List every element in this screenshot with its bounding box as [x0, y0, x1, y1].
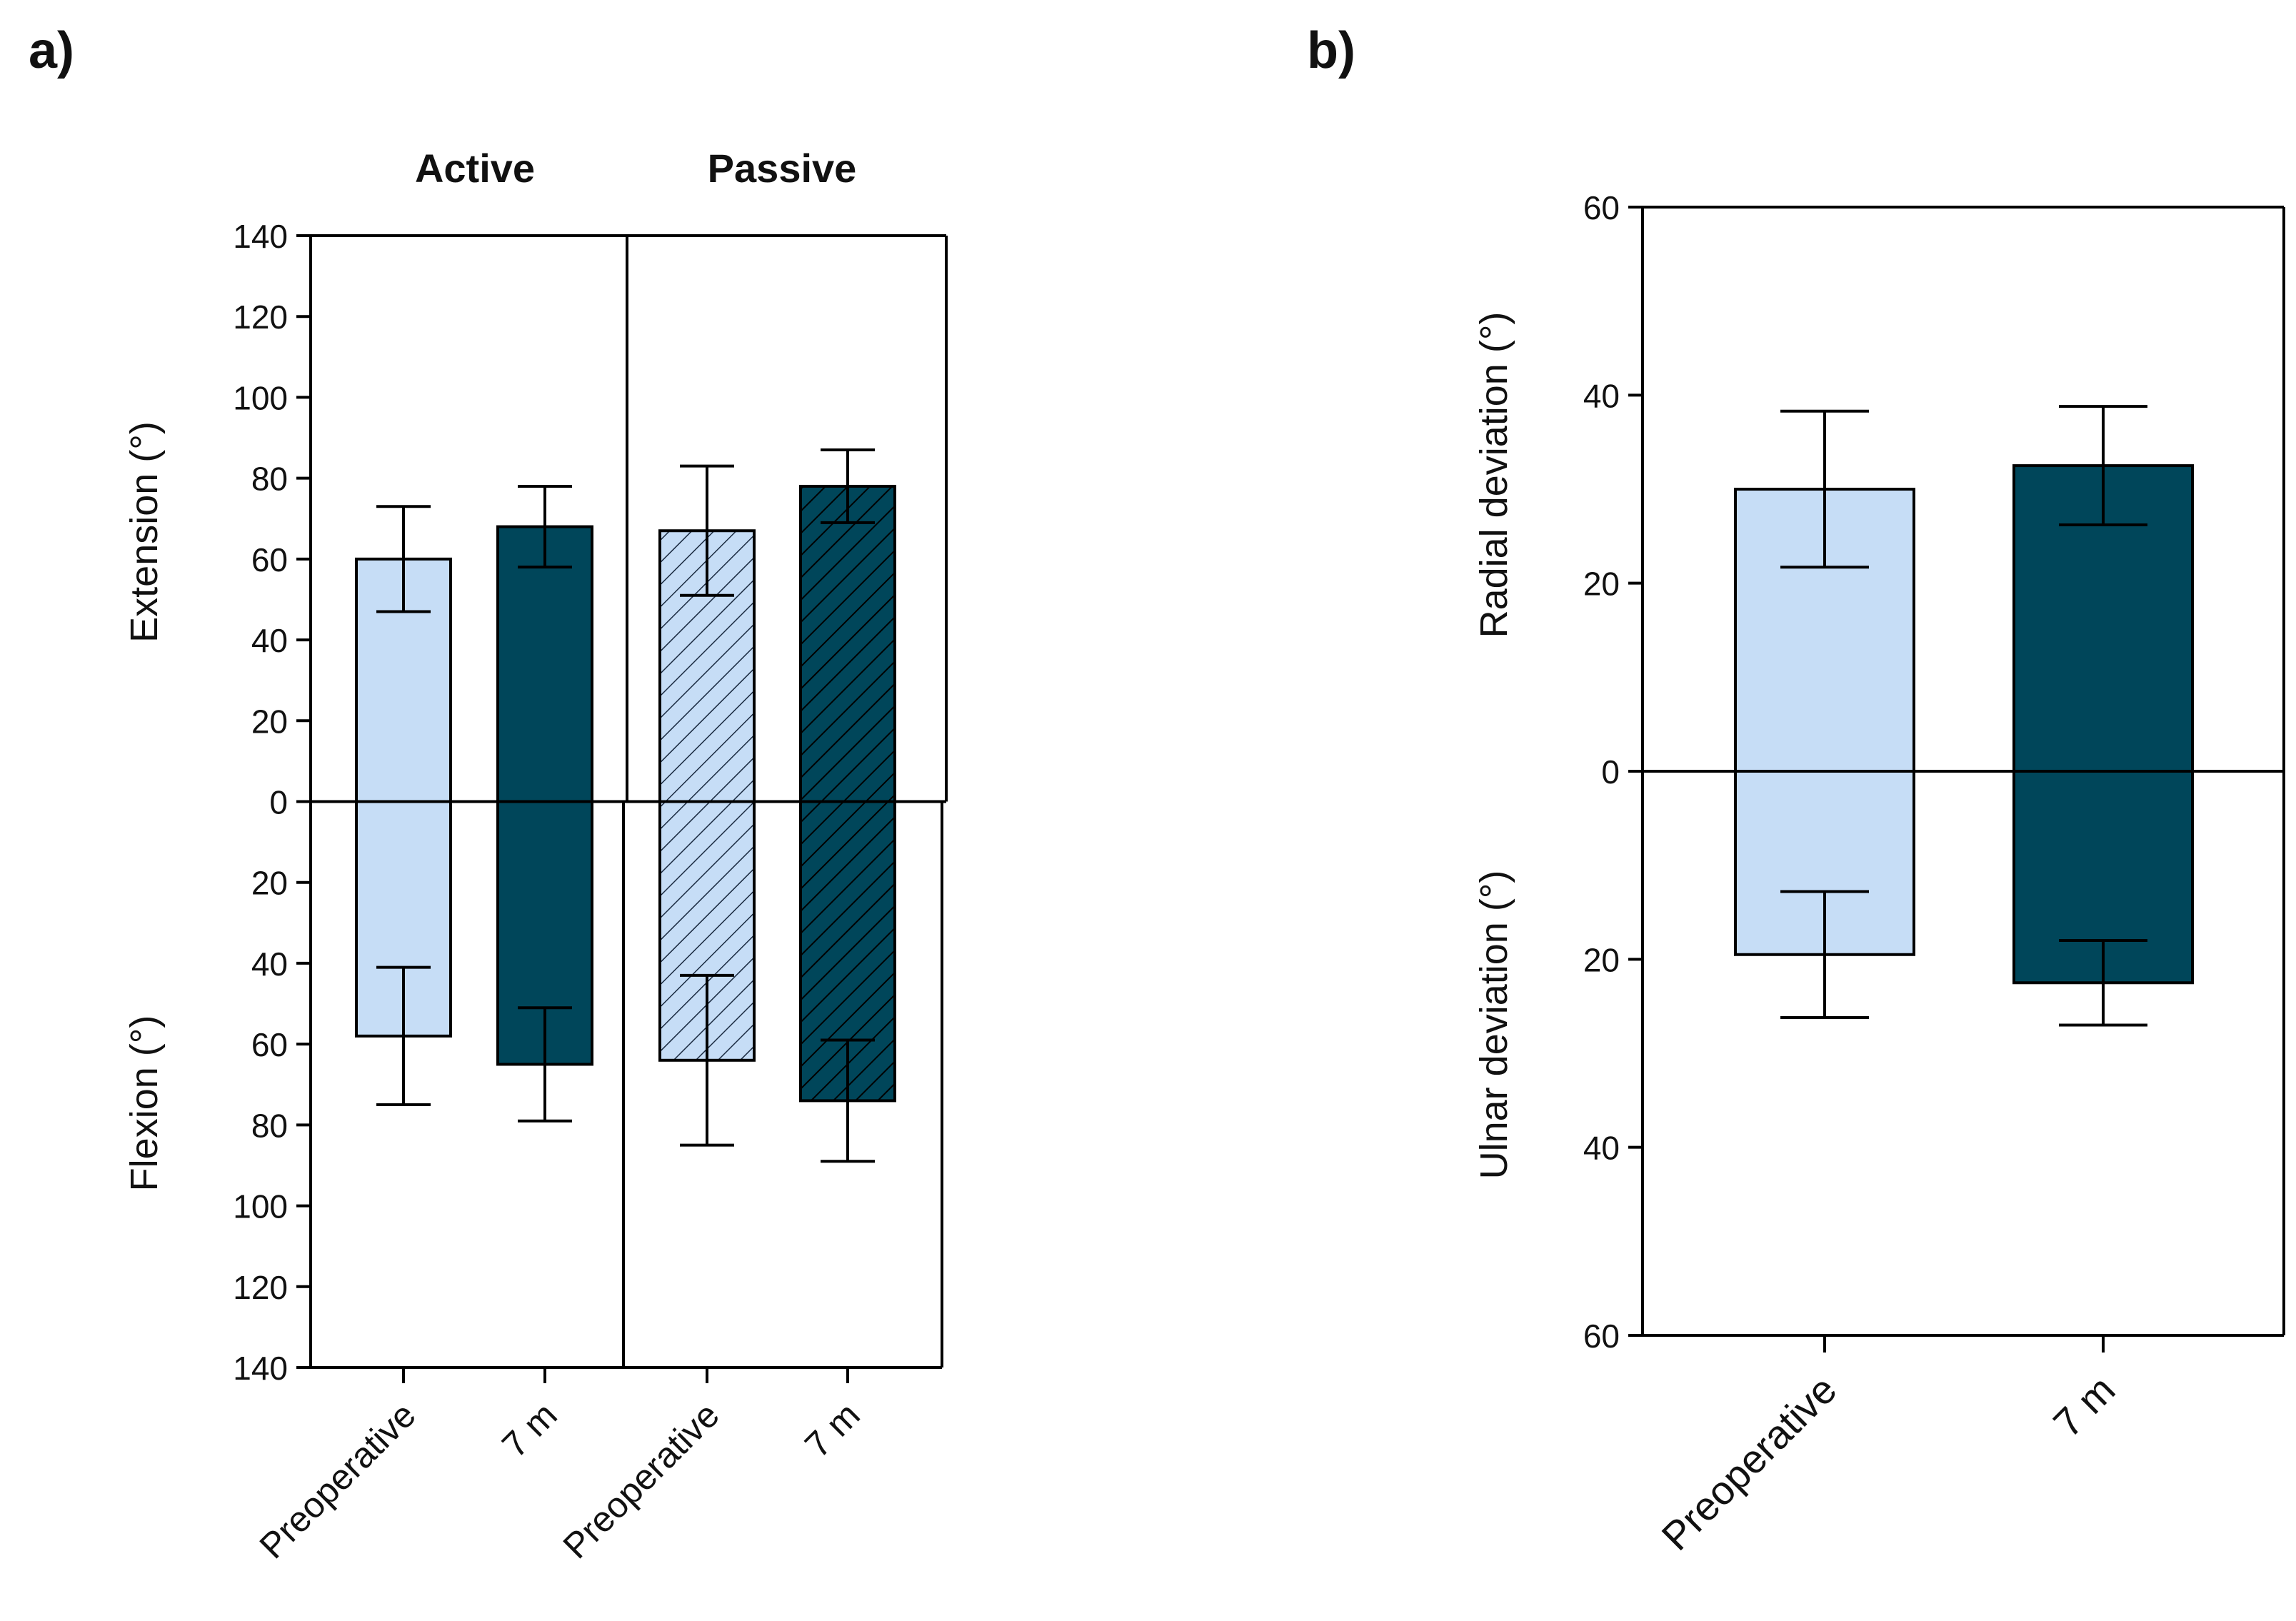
y-tick-label: 40 [1583, 1130, 1620, 1167]
y-tick-label: 60 [1583, 189, 1620, 226]
panel-b-chart: Radial deviation (°) Ulnar deviation (°)… [1473, 189, 2285, 1559]
panel-b-y-ticks: 60 40 20 0 20 40 60 [1583, 189, 1643, 1355]
panel-b-error-bars [1780, 405, 2147, 1027]
y-tick-label: 120 [233, 1269, 288, 1306]
y-tick-label: 60 [251, 1026, 288, 1063]
panel-b-label: b) [1307, 22, 1355, 79]
y-label-radial: Radial deviation (°) [1473, 312, 1515, 638]
y-tick-label: 40 [1583, 377, 1620, 414]
y-tick-label: 120 [233, 298, 288, 336]
y-tick-label: 80 [251, 461, 288, 498]
group-label-active: Active [415, 146, 535, 191]
x-tick-label: 7 m [2045, 1367, 2124, 1446]
y-tick-label: 20 [251, 865, 288, 902]
panel-a-label: a) [29, 22, 74, 79]
y-tick-label: 40 [251, 945, 288, 983]
y-tick-label: 20 [1583, 566, 1620, 603]
bar-extension-3 [799, 484, 896, 803]
x-tick-label: Preoperative [1653, 1367, 1845, 1559]
y-tick-label: 0 [1601, 753, 1620, 791]
x-tick-label: Preoperative [556, 1395, 727, 1566]
panel-b-x-ticks: Preoperative 7 m [1653, 1335, 2123, 1559]
y-tick-label: 80 [251, 1107, 288, 1144]
y-tick-label: 140 [233, 218, 288, 255]
y-tick-label: 100 [233, 1188, 288, 1225]
panel-a-error-bars [376, 448, 875, 1163]
panel-a-bars [311, 484, 946, 1103]
panel-b-bars [1643, 464, 2284, 985]
y-tick-label: 20 [251, 703, 288, 740]
y-label-ulnar: Ulnar deviation (°) [1473, 870, 1515, 1180]
y-tick-label: 20 [1583, 941, 1620, 978]
panel-a-chart: Active Passive Extension (°) Flexion (°)… [123, 146, 948, 1566]
y-label-flexion: Flexion (°) [123, 1015, 166, 1192]
y-tick-label: 40 [251, 622, 288, 659]
group-label-passive: Passive [708, 146, 857, 191]
y-label-extension: Extension (°) [123, 421, 166, 643]
y-tick-label: 0 [269, 784, 288, 821]
panel-a-y-ticks: 140 120 100 80 60 40 20 0 20 40 60 80 100 120 140 [233, 218, 311, 1387]
x-tick-label: 7 m [494, 1395, 565, 1465]
x-tick-label: 7 m [797, 1395, 868, 1465]
y-tick-label: 60 [1583, 1318, 1620, 1355]
bar-extension-1 [496, 525, 593, 803]
y-tick-label: 100 [233, 379, 288, 416]
x-tick-label: Preoperative [252, 1395, 423, 1566]
y-tick-label: 60 [251, 541, 288, 578]
y-tick-label: 140 [233, 1350, 288, 1387]
